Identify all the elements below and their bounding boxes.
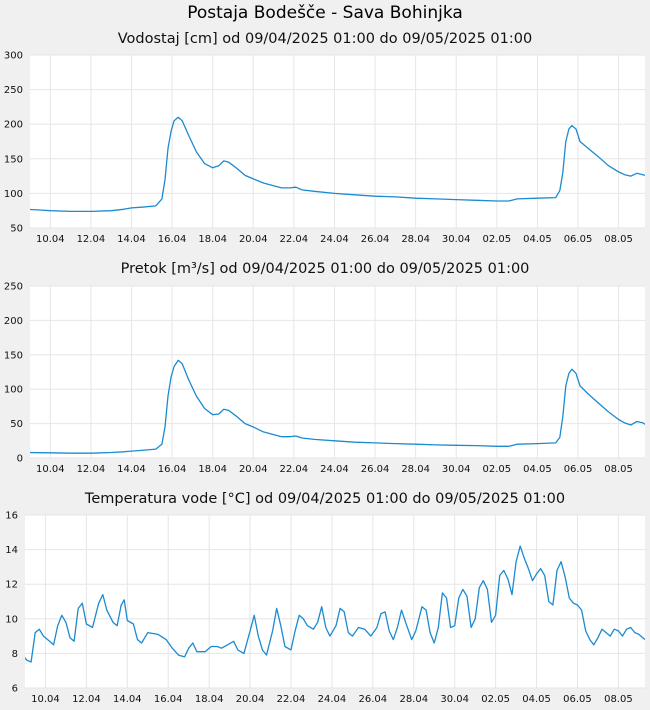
- y-tick-label: 8: [12, 649, 18, 660]
- chart-title-water-level: Vodostaj [cm] od 09/04/2025 01:00 do 09/…: [117, 31, 533, 47]
- y-tick-label: 0: [17, 454, 23, 465]
- x-tick-label: 14.04: [113, 694, 142, 705]
- x-tick-label: 26.04: [361, 234, 390, 245]
- y-tick-label: 200: [4, 120, 23, 131]
- y-tick-label: 150: [4, 350, 23, 361]
- x-tick-label: 26.04: [359, 694, 388, 705]
- plot-area: [30, 286, 645, 458]
- x-tick-label: 14.04: [117, 464, 146, 475]
- plot-area: [25, 515, 645, 688]
- x-tick-label: 06.05: [563, 694, 592, 705]
- x-tick-label: 18.04: [198, 464, 227, 475]
- chart-title-discharge: Pretok [m³/s] od 09/04/2025 01:00 do 09/…: [120, 261, 530, 277]
- water-level-chart: 50 100 150 200 250 300 10.04 12.04 14.04 16.04 18.…: [4, 51, 645, 245]
- x-tick-label: 06.05: [564, 464, 593, 475]
- x-tick-label: 04.05: [522, 694, 551, 705]
- y-tick-label: 16: [5, 511, 18, 522]
- y-tick-label: 250: [4, 282, 23, 293]
- water-temperature-chart: 6 8 10 12 14 16 10.04 12.04 14.04 16.04 18.04 20.04…: [5, 511, 645, 705]
- y-tick-label: 12: [5, 580, 18, 591]
- y-tick-label: 50: [10, 224, 23, 235]
- y-tick-label: 100: [4, 385, 23, 396]
- x-tick-label: 26.04: [361, 464, 390, 475]
- x-tick-label: 16.04: [158, 234, 187, 245]
- x-tick-label: 12.04: [77, 234, 106, 245]
- x-tick-label: 24.04: [320, 234, 349, 245]
- chart-title-water-temperature: Temperatura vode [°C] od 09/04/2025 01:0…: [84, 491, 566, 507]
- page-title: Postaja Bodešče - Sava Bohinjka: [187, 3, 463, 23]
- x-tick-label: 28.04: [401, 464, 430, 475]
- water-temperature-series-line: [25, 545, 645, 663]
- plot-area: [30, 55, 645, 228]
- x-tick-label: 22.04: [280, 464, 309, 475]
- x-tick-label: 12.04: [77, 464, 106, 475]
- x-tick-label: 02.05: [481, 694, 510, 705]
- x-tick-label: 10.04: [36, 234, 65, 245]
- x-tick-label: 04.05: [523, 464, 552, 475]
- y-tick-label: 50: [10, 419, 23, 430]
- y-tick-label: 100: [4, 189, 23, 200]
- x-tick-label: 20.04: [239, 234, 268, 245]
- x-tick-label: 16.04: [154, 694, 183, 705]
- x-tick-label: 16.04: [158, 464, 187, 475]
- x-tick-label: 20.04: [239, 464, 268, 475]
- x-tick-label: 14.04: [117, 234, 146, 245]
- y-tick-label: 200: [4, 316, 23, 327]
- y-tick-label: 10: [5, 614, 18, 625]
- x-tick-label: 30.04: [440, 694, 469, 705]
- x-tick-label: 18.04: [198, 234, 227, 245]
- y-tick-label: 150: [4, 154, 23, 165]
- x-tick-label: 06.05: [564, 234, 593, 245]
- x-tick-label: 24.04: [320, 464, 349, 475]
- x-tick-label: 04.05: [523, 234, 552, 245]
- y-tick-label: 250: [4, 85, 23, 96]
- x-tick-label: 28.04: [399, 694, 428, 705]
- x-tick-label: 28.04: [401, 234, 430, 245]
- y-tick-label: 14: [5, 545, 18, 556]
- x-tick-label: 12.04: [72, 694, 101, 705]
- x-tick-label: 30.04: [442, 464, 471, 475]
- x-tick-label: 30.04: [442, 234, 471, 245]
- y-tick-label: 6: [12, 684, 18, 695]
- water-level-series-line: [30, 116, 645, 213]
- x-tick-label: 22.04: [280, 234, 309, 245]
- x-tick-label: 08.05: [604, 464, 633, 475]
- x-tick-label: 18.04: [195, 694, 224, 705]
- x-tick-label: 02.05: [483, 464, 512, 475]
- x-tick-label: 10.04: [36, 464, 65, 475]
- x-tick-label: 20.04: [236, 694, 265, 705]
- x-tick-label: 24.04: [318, 694, 347, 705]
- x-tick-label: 08.05: [604, 234, 633, 245]
- discharge-series-line: [30, 359, 645, 454]
- x-tick-label: 08.05: [604, 694, 633, 705]
- discharge-chart: 0 50 100 150 200 250 10.04 12.04 14.04 16.04 18.04…: [4, 282, 645, 475]
- x-tick-label: 10.04: [31, 694, 60, 705]
- x-tick-label: 02.05: [483, 234, 512, 245]
- y-tick-label: 300: [4, 51, 23, 62]
- x-tick-label: 22.04: [277, 694, 306, 705]
